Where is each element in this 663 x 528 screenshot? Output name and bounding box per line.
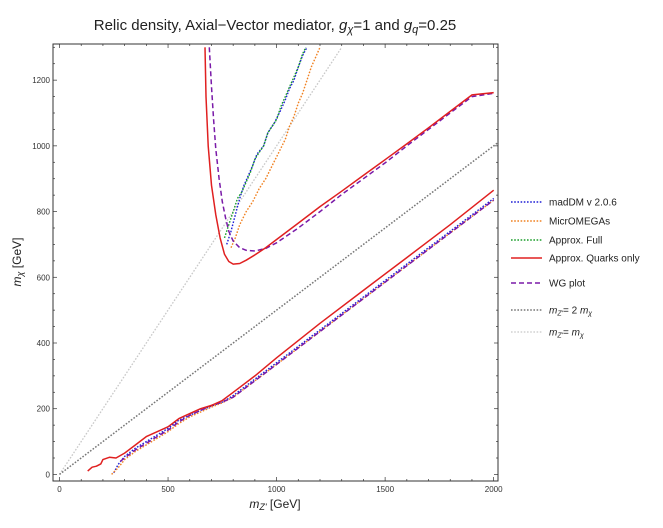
text-part: =1 and	[353, 17, 403, 34]
text-part: =0.25	[418, 17, 456, 34]
series-line-2-0	[223, 46, 307, 239]
text-part: Approx. Full	[549, 236, 602, 247]
series-line-6-0	[58, 46, 343, 475]
text-part: madDM v 2.0.6	[549, 198, 617, 209]
legend-label: mZ'= mχ	[549, 328, 584, 340]
text-part: Z'	[556, 332, 563, 339]
x-axis-label: mZ' [GeV]	[249, 497, 300, 512]
legend-label: mZ'= 2 mχ	[549, 306, 592, 318]
series-line-4-0	[119, 199, 495, 462]
axes: 0 500 1000 1500 2000 0 200 400 600 800 1000 1200	[32, 44, 503, 494]
legend-label: Approx. Quarks only	[549, 254, 640, 265]
text-part: g	[339, 17, 348, 34]
text-part: m	[549, 306, 557, 317]
legend-label: madDM v 2.0.6	[549, 198, 617, 209]
text-part: χ	[15, 270, 25, 277]
text-part: m	[580, 306, 588, 317]
x-tick-label: 1000	[268, 485, 286, 494]
plot-frame	[52, 43, 499, 482]
text-part: MicrOMEGAs	[549, 217, 610, 228]
y-tick-label: 800	[37, 208, 51, 217]
legend: madDM v 2.0.6 MicrOMEGAs Approx. Full Appro…	[511, 198, 640, 340]
chart-title: Relic density, Axial−Vector mediator, gχ…	[94, 17, 457, 36]
text-part: χ	[346, 24, 354, 36]
y-tick-label: 400	[37, 339, 51, 348]
series-line-4-1	[208, 47, 494, 252]
y-axis-label: mχ [GeV]	[10, 238, 25, 287]
text-part: WG plot	[549, 279, 585, 290]
text-part: [GeV]	[10, 238, 24, 272]
text-part: =	[563, 328, 572, 339]
series-line-3-1	[204, 47, 494, 265]
x-tick-label: 500	[161, 485, 175, 494]
text-part: Z'	[556, 310, 563, 317]
text-part: m	[10, 276, 24, 286]
y-tick-label: 600	[37, 273, 51, 282]
series-line-1-1	[230, 47, 321, 248]
text-part: χ	[587, 310, 592, 317]
series-line-3-0	[87, 189, 495, 472]
text-part: = 2	[563, 306, 580, 317]
text-part: m	[249, 497, 259, 511]
text-part: q	[412, 24, 419, 36]
y-tick-label: 0	[46, 470, 51, 479]
text-part: χ	[579, 332, 584, 339]
series-line-1-0	[111, 199, 495, 475]
legend-label: MicrOMEGAs	[549, 217, 610, 228]
series-line-5-0	[59, 141, 498, 475]
x-tick-label: 0	[57, 485, 62, 494]
text-part: Relic density, Axial−Vector mediator,	[94, 17, 339, 34]
plot-area	[58, 46, 498, 475]
y-tick-label: 1000	[32, 142, 50, 151]
text-part: Z'	[258, 502, 266, 512]
text-part: [GeV]	[267, 497, 301, 511]
x-tick-label: 1500	[376, 485, 394, 494]
series-line-0-0	[113, 197, 495, 474]
series-line-0-1	[226, 46, 308, 245]
legend-label: WG plot	[549, 279, 585, 290]
legend-label: Approx. Full	[549, 236, 602, 247]
y-tick-label: 1200	[32, 76, 50, 85]
text-part: m	[572, 328, 580, 339]
text-part: Approx. Quarks only	[549, 254, 640, 265]
text-part: m	[549, 328, 557, 339]
text-part: g	[404, 17, 413, 34]
x-tick-label: 2000	[485, 485, 503, 494]
y-tick-label: 200	[37, 405, 51, 414]
